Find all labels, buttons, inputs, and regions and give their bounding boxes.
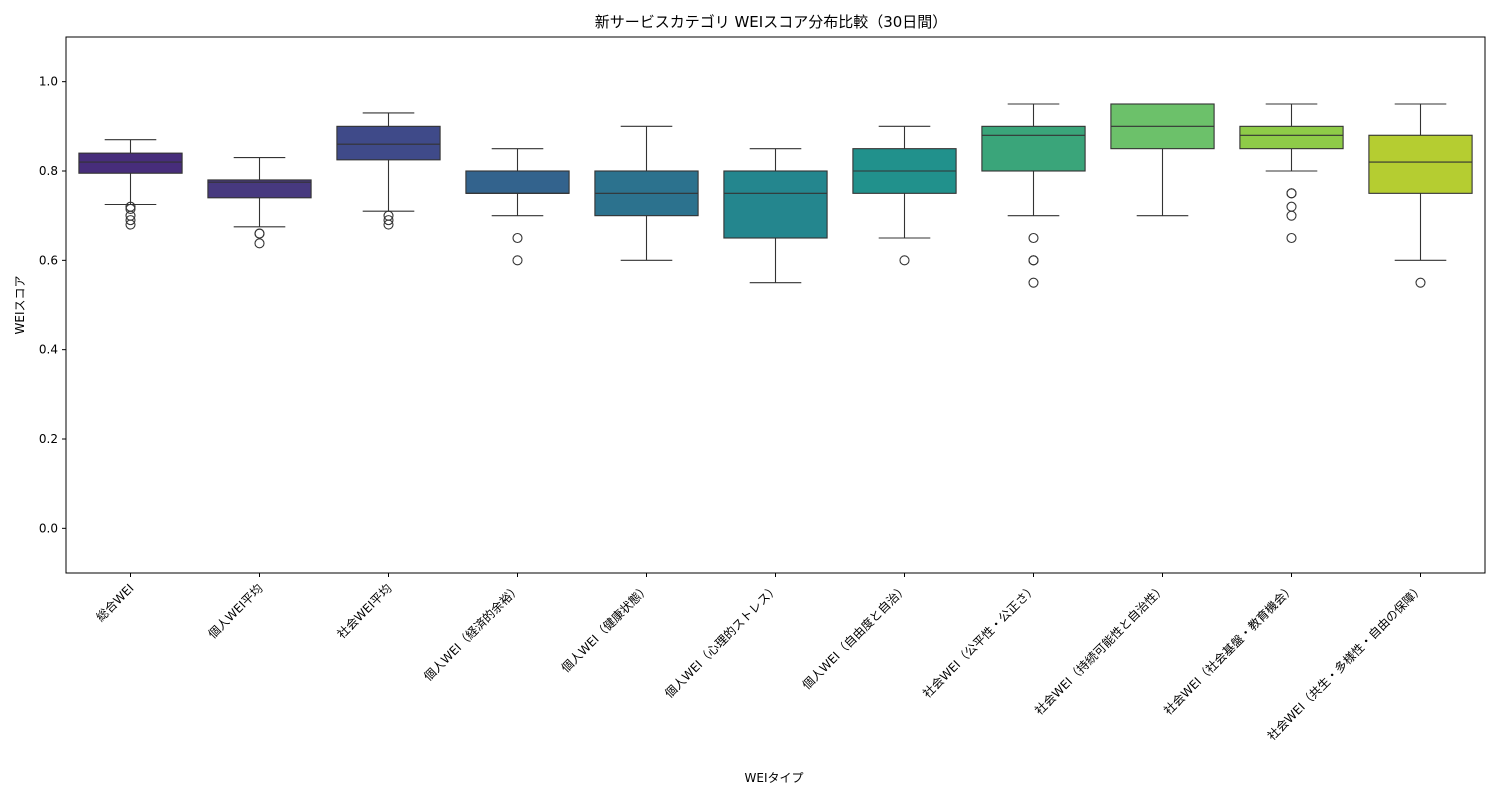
y-tick-label: 0.2 (39, 432, 58, 446)
outlier-point (1415, 277, 1426, 288)
outlier-point (1028, 232, 1039, 244)
outlier-point (1028, 277, 1039, 288)
x-axis-label: WEIタイプ (745, 771, 804, 785)
y-tick-label: 0.4 (39, 343, 58, 357)
outlier-point (383, 215, 394, 226)
x-tick-label: 個人WEI（自由度と自治） (799, 581, 911, 693)
x-tick-label: 個人WEI（健康状態） (558, 581, 653, 676)
outlier-point (512, 232, 523, 244)
box-group (594, 125, 699, 261)
outlier-point (1286, 201, 1297, 212)
box-group (1239, 103, 1344, 244)
outlier-point (899, 255, 910, 266)
outlier-point (1286, 210, 1297, 221)
outlier-point (512, 255, 523, 266)
box-group (207, 157, 312, 249)
y-axis-label: WEIスコア (13, 276, 27, 335)
outlier-point (383, 219, 394, 230)
box-group (465, 148, 570, 266)
outlier-point (1286, 232, 1297, 244)
outlier-point (125, 203, 136, 215)
box-group (336, 112, 441, 230)
box-group (78, 139, 183, 230)
y-tick-label: 0.8 (39, 164, 58, 178)
x-axis: 総合WEI 個人WEI平均 社会WEI平均 個人WEI（経済的余裕） 個人WEI（健康状… (93, 573, 1427, 743)
outlier-point (254, 228, 265, 239)
outlier-point (1286, 188, 1297, 199)
iqr-box (336, 125, 441, 161)
iqr-box (78, 152, 183, 174)
box-group (1110, 103, 1215, 217)
x-tick-label: 個人WEI平均 (206, 581, 266, 641)
x-tick-label: 社会WEI（共生・多様性・自由の保障） (1264, 581, 1427, 744)
iqr-box (1368, 134, 1473, 194)
iqr-box (207, 179, 312, 199)
box-group (1368, 103, 1473, 288)
y-axis: 0.0 0.2 0.4 0.6 0.8 1.0 (39, 75, 66, 535)
x-tick-label: 個人WEI（心理的ストレス） (661, 581, 781, 701)
outlier-point (254, 238, 265, 249)
y-tick-label: 0.0 (39, 521, 58, 535)
iqr-box (981, 125, 1086, 172)
chart-title: 新サービスカテゴリ WEIスコア分布比較（30日間） (595, 13, 948, 31)
y-tick-label: 0.6 (39, 253, 58, 267)
boxes-layer (78, 103, 1473, 288)
x-tick-label: 総合WEI (93, 581, 137, 625)
box-group (981, 103, 1086, 288)
box-group (723, 148, 828, 284)
y-tick-label: 1.0 (39, 75, 58, 89)
x-tick-label: 社会WEI平均 (334, 581, 395, 642)
outlier-point (1028, 255, 1039, 266)
x-tick-label: 個人WEI（経済的余裕） (420, 581, 523, 684)
outlier-point (125, 219, 136, 230)
outlier-point (125, 215, 136, 226)
x-tick-label: 社会WEI（持続可能性と自治性） (1031, 581, 1168, 718)
iqr-box (465, 170, 570, 194)
plot-frame (65, 36, 1486, 574)
x-tick-label: 社会WEI（社会基盤・教育機会） (1160, 581, 1297, 718)
iqr-box (1239, 125, 1344, 150)
iqr-box (723, 170, 828, 239)
x-tick-label: 社会WEI（公平性・公正さ） (919, 581, 1039, 701)
box-group (852, 125, 957, 266)
